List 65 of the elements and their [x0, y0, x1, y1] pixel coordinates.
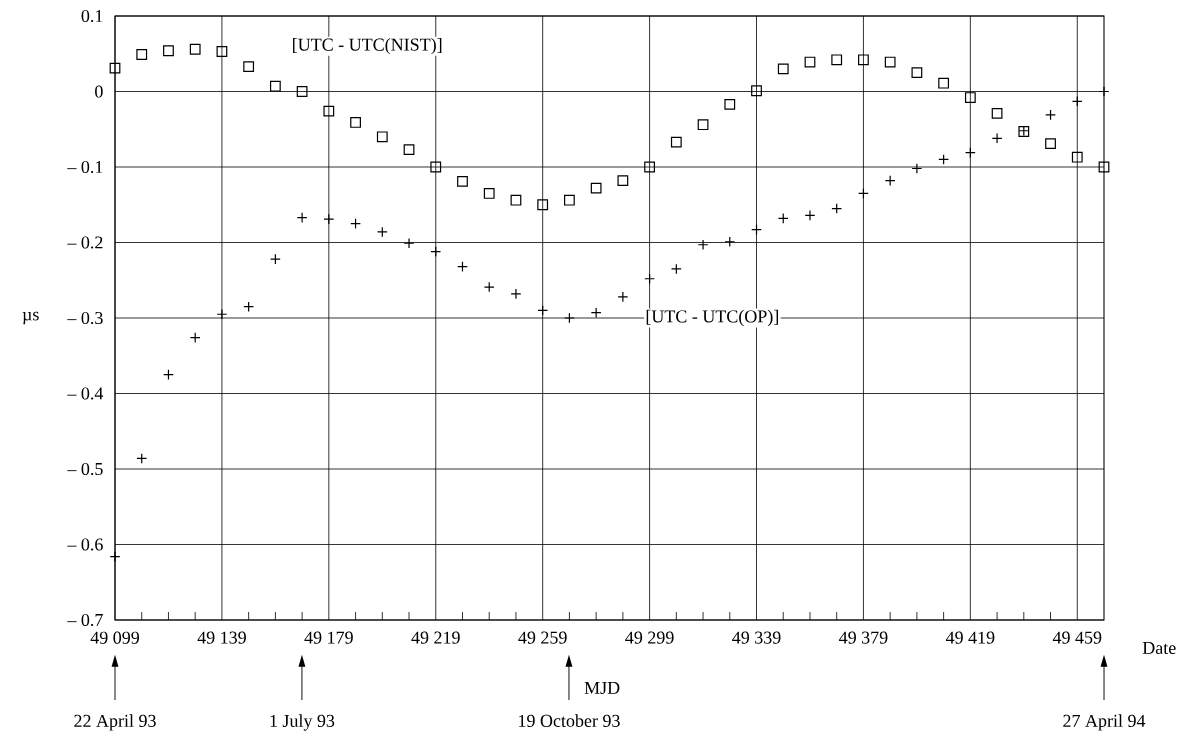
text: MJD	[584, 682, 620, 694]
y-tick-label: – 0.7	[67, 613, 103, 627]
point	[296, 86, 308, 97]
point	[964, 92, 976, 103]
point	[670, 136, 682, 148]
x-tick-label: 49 339	[732, 631, 781, 644]
point	[884, 56, 896, 68]
point	[350, 117, 361, 128]
point	[109, 62, 121, 74]
x-tick-label: 49 299	[625, 631, 674, 644]
point	[163, 45, 174, 57]
point	[724, 98, 736, 110]
point	[430, 161, 442, 173]
point	[376, 131, 388, 143]
y-axis-title: µs	[22, 311, 39, 325]
x-tick-label: 49 219	[411, 631, 460, 644]
point	[751, 85, 762, 97]
x-tick-label: 49 419	[945, 631, 995, 644]
text: 1 July 93	[270, 714, 335, 731]
point	[858, 54, 869, 66]
x-tick-label: 49 259	[518, 631, 567, 644]
point	[1071, 151, 1083, 163]
y-tick-label: 0.1	[81, 9, 103, 23]
text: 22 April 93	[74, 714, 156, 731]
point	[697, 119, 709, 131]
y-tick-label: – 0.3	[67, 311, 103, 325]
series-label: [UTC - UTC(NIST)]	[293, 38, 442, 55]
x-tick-label: 49 099	[90, 631, 139, 644]
point	[590, 182, 602, 194]
y-tick-label: – 0.1	[67, 160, 103, 174]
y-tick-label: – 0.2	[67, 236, 103, 249]
point	[644, 161, 655, 173]
y-tick-label: – 0.4	[67, 387, 104, 400]
x-tick-label: 49 459	[1052, 631, 1102, 644]
point	[243, 61, 255, 72]
x-axis-title: Date	[1142, 642, 1176, 654]
point	[1098, 161, 1110, 173]
point	[457, 175, 468, 187]
point	[991, 108, 1003, 119]
point	[777, 63, 789, 75]
series-label: [UTC - UTC(OP)]	[646, 309, 778, 327]
text: 19 October 93	[519, 714, 620, 727]
point	[1045, 138, 1056, 149]
point	[911, 67, 923, 79]
x-tick-label: 49 379	[839, 631, 888, 644]
point	[403, 144, 415, 156]
point	[269, 80, 281, 92]
point	[136, 49, 148, 60]
text: 27 April 94	[1063, 714, 1146, 731]
point	[804, 56, 816, 68]
point	[323, 105, 335, 117]
point	[483, 188, 495, 199]
point	[564, 194, 575, 206]
y-tick-label: – 0.5	[67, 462, 103, 476]
y-tick-label: 0	[95, 85, 103, 98]
y-tick-label: – 0.6	[67, 538, 103, 551]
point	[831, 54, 843, 66]
x-tick-label: 49 139	[197, 631, 246, 644]
point	[189, 43, 201, 55]
x-tick-label: 49 179	[304, 631, 353, 644]
point	[617, 175, 629, 186]
point	[510, 194, 522, 206]
point	[216, 46, 228, 57]
point	[938, 77, 950, 89]
point	[537, 199, 549, 211]
